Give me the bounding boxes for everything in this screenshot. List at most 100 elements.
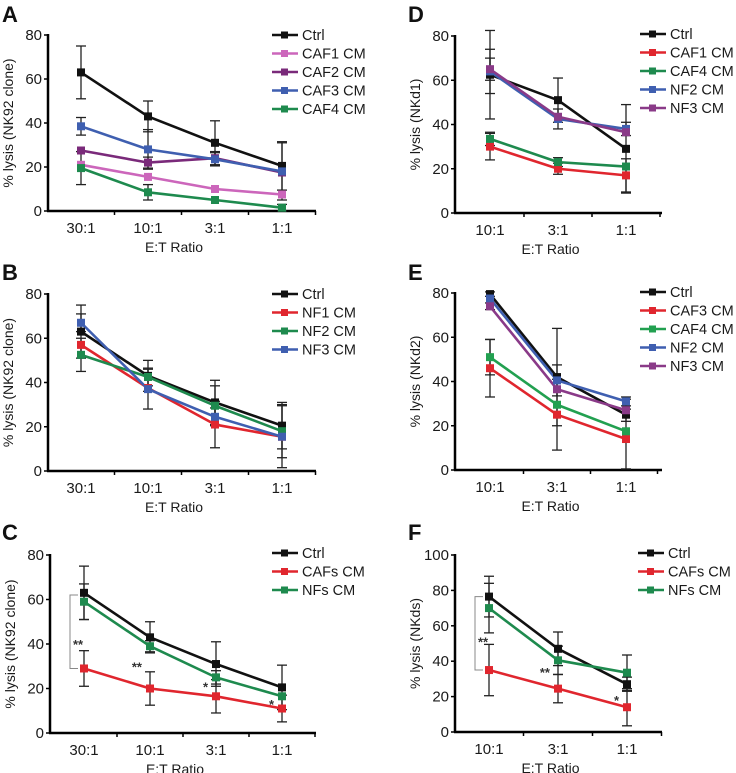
x-tick-label: 10:1	[133, 220, 162, 237]
data-point	[278, 704, 286, 713]
data-point	[80, 664, 88, 673]
legend-item: NF3 CM	[640, 101, 724, 117]
data-point	[77, 318, 85, 327]
legend-label: Ctrl	[670, 27, 693, 43]
legend-swatch-marker	[281, 105, 288, 113]
panel-c: C 0 20 40 60 80 30:1 10:1 3:1 1:1 E:T Ratio % lysis…	[2, 520, 365, 773]
legend-swatch-marker	[281, 309, 288, 316]
legend-label: Ctrl	[670, 285, 693, 301]
legend-swatch-marker	[281, 327, 288, 335]
data-point	[554, 684, 562, 693]
data-point	[623, 668, 631, 677]
legend-swatch-marker	[649, 104, 656, 112]
data-point	[211, 196, 219, 204]
x-tick-label: 1:1	[616, 479, 637, 496]
significance-mark: **	[73, 637, 84, 652]
legend-item: NFs CM	[638, 583, 721, 599]
legend-label: Ctrl	[668, 546, 691, 562]
data-point	[77, 68, 85, 77]
data-point	[212, 692, 220, 701]
y-tick-label: 0	[36, 725, 44, 742]
data-point	[146, 633, 154, 642]
data-point	[80, 588, 88, 597]
data-point	[486, 302, 494, 311]
data-point	[554, 96, 562, 105]
data-point	[553, 376, 561, 385]
data-point	[554, 644, 562, 653]
series-nf2-cm	[76, 337, 287, 459]
data-point	[144, 372, 152, 381]
data-point	[278, 203, 286, 212]
x-tick-label: 30:1	[66, 480, 95, 497]
legend-label: Ctrl	[302, 28, 325, 44]
panel-b: B 0 20 40 60 80 30:1 10:1 3:1 1:1 E:T Ratio % lysis…	[0, 260, 356, 515]
series-line	[80, 71, 283, 168]
legend-item: NF3 CM	[272, 343, 356, 359]
y-tick-label: 0	[34, 203, 42, 220]
y-tick-label: 80	[25, 27, 42, 44]
legend-item: Ctrl	[272, 546, 325, 562]
series-ctrl	[76, 304, 287, 450]
legend-item: CAF1 CM	[272, 47, 366, 63]
data-point	[77, 122, 85, 131]
series-line	[80, 330, 283, 427]
data-point	[622, 427, 630, 436]
legend-swatch-marker	[649, 307, 656, 314]
y-axis-label: % lysis (NK92 clone)	[0, 58, 16, 187]
x-tick-label: 3:1	[547, 479, 568, 496]
y-tick-label: 40	[432, 117, 449, 134]
y-tick-label: 40	[432, 374, 449, 391]
data-point	[485, 666, 493, 675]
data-point	[485, 604, 493, 613]
legend-item: CAF4 CM	[272, 102, 366, 118]
series-line	[83, 667, 283, 710]
x-axis-label: E:T Ratio	[521, 241, 579, 257]
legend-item: NF2 CM	[640, 341, 724, 357]
legend-item: CAF2 CM	[272, 65, 366, 81]
series-line	[80, 353, 283, 433]
legend-label: CAF3 CM	[670, 304, 734, 320]
data-point	[554, 164, 562, 173]
legend: Ctrl CAFs CM NFs CM	[272, 546, 365, 599]
y-tick-label: 100	[424, 547, 449, 564]
x-tick-label: 10:1	[135, 742, 164, 759]
significance-mark: *	[269, 697, 275, 712]
y-tick-label: 80	[432, 28, 449, 45]
significance-mark: *	[614, 693, 620, 708]
legend-item: CAFs CM	[272, 565, 365, 581]
data-point	[146, 684, 154, 693]
data-point	[144, 188, 152, 197]
y-tick-label: 60	[432, 72, 449, 89]
legend-label: NFs CM	[302, 583, 355, 599]
y-tick-label: 20	[432, 418, 449, 435]
y-axis-label: % lysis (NK92 clone)	[0, 318, 16, 447]
data-point	[622, 410, 630, 419]
significance-bracket	[474, 596, 483, 671]
legend-item: CAF3 CM	[640, 304, 734, 320]
legend-label: CAF4 CM	[670, 322, 734, 338]
y-axis-label: % lysis (NKd1)	[407, 79, 423, 171]
significance-mark: *	[203, 679, 209, 694]
legend-item: CAF3 CM	[272, 84, 366, 100]
panel-letter: E	[408, 260, 423, 285]
data-point	[80, 597, 88, 606]
data-point	[486, 134, 494, 143]
legend-label: NF2 CM	[302, 324, 356, 340]
significance-mark: **	[540, 665, 551, 680]
data-point	[212, 673, 220, 682]
legend-swatch-marker	[647, 549, 654, 557]
panel-d: D 0 20 40 60 80 10:1 3:1 1:1 E:T Ratio % lysis (NK…	[407, 2, 734, 257]
y-axis-label: % lysis (NKds)	[407, 598, 423, 689]
legend-item: CAF4 CM	[640, 322, 734, 338]
data-point	[211, 185, 219, 193]
significance-bracket	[69, 594, 78, 669]
data-point	[278, 190, 286, 199]
panel-letter: C	[2, 520, 18, 545]
legend-label: NFs CM	[668, 583, 721, 599]
data-point	[623, 703, 631, 712]
x-tick-label: 10:1	[133, 480, 162, 497]
data-point	[211, 138, 219, 147]
legend-swatch-marker	[649, 67, 656, 75]
data-point	[77, 350, 85, 359]
y-tick-label: 20	[25, 159, 42, 176]
